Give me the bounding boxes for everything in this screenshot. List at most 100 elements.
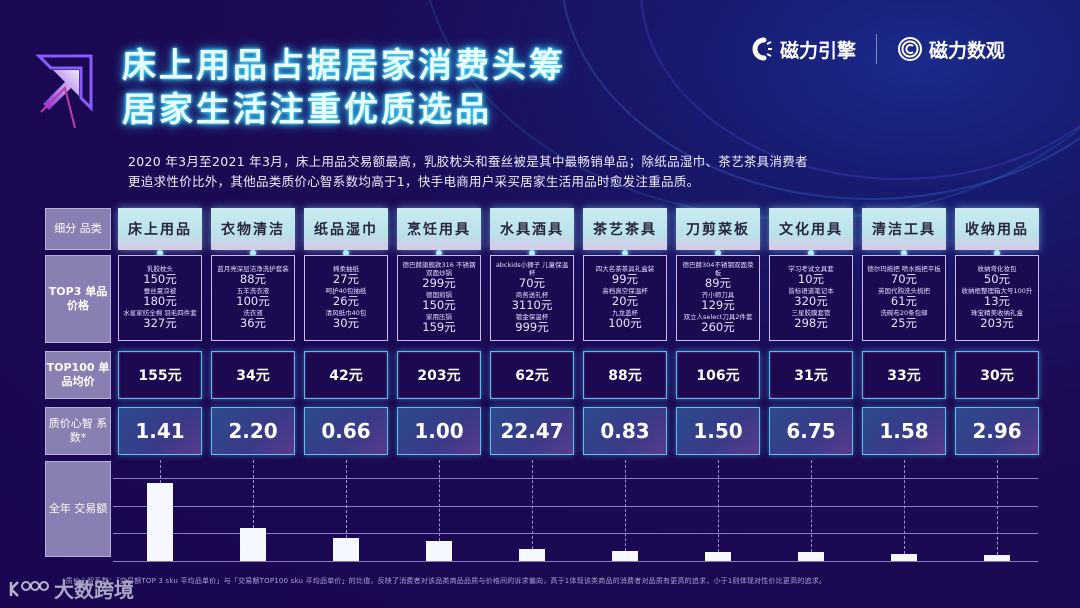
category-header: 收纳用品 <box>955 208 1039 250</box>
top3-item-name: 齐小师刀具 <box>701 291 735 299</box>
row-label-category: 细分 品类 <box>45 208 111 250</box>
top3-price-cell: 四大名茶茶具礼盒装 99元 高档真空保温杯 20元 九龙盖杯 100元 <box>583 255 667 341</box>
top3-item-price: 10元 <box>797 272 825 286</box>
row-label-coef: 质价心智 系数* <box>45 407 111 455</box>
top3-item-price: 299元 <box>422 276 456 290</box>
category-header: 清洁工具 <box>862 208 946 250</box>
top3-item-price: 203元 <box>980 316 1014 330</box>
top3-price-cell: 学习考试文具套 10元 皆标语道笔记本 320元 三星胶膜套管 298元 <box>769 255 853 341</box>
top3-item-name: 洗碗布20条包邮 <box>880 309 928 317</box>
top3-item-price: 70元 <box>890 272 918 286</box>
brand-name: 磁力引擎 <box>780 39 857 62</box>
gmv-bar <box>519 549 545 561</box>
quality-price-coef-cell: 1.41 <box>118 407 202 455</box>
category-header: 烹饪用具 <box>397 208 481 250</box>
gmv-bar <box>705 552 731 561</box>
top3-item-name: 收纳框整理箱大号100升 <box>961 287 1033 295</box>
top3-item-price: 3110元 <box>511 298 553 312</box>
connector-dot <box>622 250 628 256</box>
gmv-bar <box>147 483 173 561</box>
row-label-avg: TOP100 单品均价 <box>45 351 111 399</box>
category-header: 床上用品 <box>118 208 202 250</box>
top3-item-name: 五羊洗衣液 <box>236 287 270 295</box>
page-title: 床上用品占据居家消费头筹 居家生活注重优质选品 <box>122 44 566 132</box>
watermark: 大数跨境 <box>8 574 134 603</box>
dashed-guide-line <box>811 460 812 552</box>
brand-magnet-insight: 磁力数观 <box>897 36 1005 63</box>
top100-avg-price-cell: 62元 <box>490 351 574 399</box>
gmv-bar <box>984 555 1010 561</box>
top3-price-cell: 乳胶枕头 150元 蚕丝夏凉被 180元 水星家纺全棉 羽毛四件套 327元 <box>118 255 202 341</box>
top3-item-name: 英国代购洗头梳把 <box>878 287 930 295</box>
brand-logos: 磁力引擎 磁力数观 <box>748 34 1005 64</box>
top3-item-name: 蚕丝夏凉被 <box>143 287 177 295</box>
top100-avg-price-cell: 34元 <box>211 351 295 399</box>
connector-dot <box>529 250 535 256</box>
top3-item-name: 收纳弯化妆包 <box>977 265 1017 273</box>
top3-item-price: 150元 <box>143 272 177 286</box>
category-header: 文化用具 <box>769 208 853 250</box>
connector-dot <box>994 250 1000 256</box>
top3-item-name: 珠宝精美收纳礼盒 <box>971 309 1023 317</box>
connector-dot <box>250 250 256 256</box>
top3-item-price: 100元 <box>236 294 270 308</box>
quality-price-coef-cell: 2.96 <box>955 407 1039 455</box>
dashed-guide-line <box>253 460 254 528</box>
top3-item-name: 双立人select刀具2件套 <box>683 313 753 321</box>
connector-dot <box>808 250 814 256</box>
top100-avg-price-cell: 88元 <box>583 351 667 399</box>
summary-line-1: 2020 年3月至2021 年3月，床上用品交易额最高，乳胶枕头和蚕丝被是其中最… <box>128 154 808 169</box>
top3-item-name: 学习考试文具套 <box>788 265 834 273</box>
row-label-top3: TOP3 单品价格 <box>45 255 111 343</box>
top3-item-price: 150元 <box>422 298 456 312</box>
top3-price-cell: 德巴赫304不锈钢双面菜板 89元 齐小师刀具 129元 双立人select刀具2件套 2… <box>676 255 760 341</box>
gmv-bar <box>426 541 452 561</box>
quality-price-coef-cell: 1.50 <box>676 407 760 455</box>
top3-item-price: 30元 <box>332 316 360 330</box>
connector-dot <box>901 250 907 256</box>
quality-price-coef-cell: 0.83 <box>583 407 667 455</box>
top100-avg-price-cell: 155元 <box>118 351 202 399</box>
connector-dot <box>157 250 163 256</box>
top3-price-cell: 蓝月亮深层洁净洗护套装 88元 五羊洗衣液 100元 洗衣液 36元 <box>211 255 295 341</box>
top100-avg-price-cell: 203元 <box>397 351 481 399</box>
top3-price-cell: abckids小狮子 儿童保温杯 70元 商务送礼杯 3110元 镀金保温杯 999元 <box>490 255 574 341</box>
magnet-insight-logo-icon <box>898 37 923 61</box>
watermark-text: 大数跨境 <box>54 578 134 602</box>
brand-magnet-engine: 磁力引擎 <box>748 36 856 63</box>
quality-price-coef-cell: 6.75 <box>769 407 853 455</box>
quality-price-coef-cell: 1.58 <box>862 407 946 455</box>
top100-avg-price-cell: 42元 <box>304 351 388 399</box>
category-header: 纸品湿巾 <box>304 208 388 250</box>
top3-item-name: 镀金保温杯 <box>515 313 549 321</box>
grid-line <box>113 533 1038 534</box>
dashed-guide-line <box>532 460 533 549</box>
grid-line <box>113 478 1038 479</box>
top3-item-name: 水星家纺全棉 羽毛四件套 <box>123 309 197 317</box>
quality-price-coef-cell: 1.00 <box>397 407 481 455</box>
top100-avg-price-cell: 31元 <box>769 351 853 399</box>
dashed-guide-line <box>160 460 161 483</box>
top3-item-name: 四大名茶茶具礼盒装 <box>595 265 655 273</box>
brand-divider <box>876 34 878 64</box>
quality-price-coef-cell: 0.66 <box>304 407 388 455</box>
summary-text: 2020 年3月至2021 年3月，床上用品交易额最高，乳胶枕头和蚕丝被是其中最… <box>128 152 958 192</box>
connector-dot <box>436 250 442 256</box>
category-header: 衣物清洁 <box>211 208 295 250</box>
brand-name: 磁力数观 <box>929 39 1006 62</box>
top3-item-name: 德巴赫304不锈钢双面菜板 <box>682 261 754 277</box>
quality-price-coef-cell: 2.20 <box>211 407 295 455</box>
connector-dot <box>715 250 721 256</box>
top3-item-price: 999元 <box>515 320 549 334</box>
magnet-engine-logo-icon <box>752 37 772 61</box>
row-label-gmv: 全年 交易额 <box>45 461 111 557</box>
top3-item-name: 高档真空保温杯 <box>602 287 648 295</box>
top3-item-price: 61元 <box>890 294 918 308</box>
gmv-bar <box>891 554 917 561</box>
footnote: *质价心智系数：「交易额TOP 3 sku 平均品单价」与「交易额TOP100 … <box>62 577 827 585</box>
grid-line <box>113 506 1038 507</box>
category-header: 刀剪菜板 <box>676 208 760 250</box>
dashed-guide-line <box>718 460 719 552</box>
top3-item-price: 100元 <box>608 316 642 330</box>
dashed-guide-line <box>439 460 440 541</box>
